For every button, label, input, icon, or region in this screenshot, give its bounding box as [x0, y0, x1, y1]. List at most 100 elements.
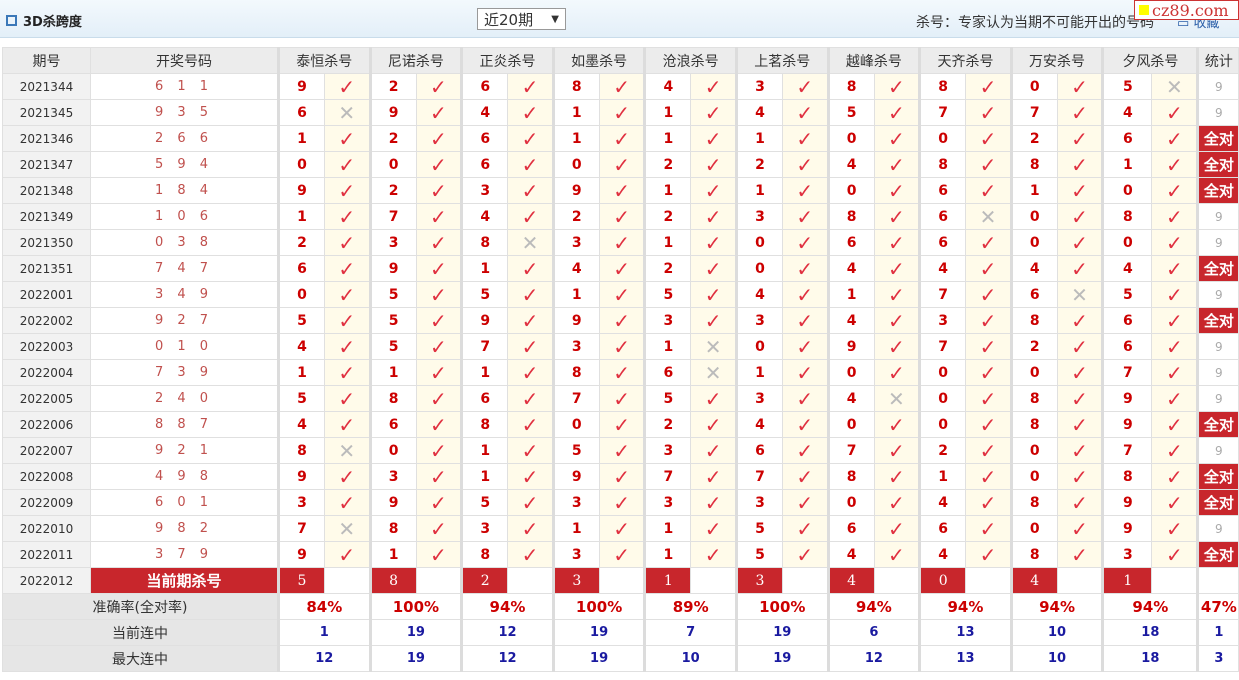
kill-number-cell: 0	[1101, 177, 1153, 204]
cross-icon: ✕	[690, 333, 737, 360]
current-label: 当前期杀号	[90, 567, 279, 594]
summary-value: 89%	[643, 593, 737, 620]
check-icon: ✓	[873, 281, 921, 308]
kill-number-cell: 6	[734, 437, 783, 464]
check-icon: ✓	[598, 125, 646, 152]
kill-number-cell: 1	[460, 255, 509, 282]
kill-number-cell: 0	[734, 333, 783, 360]
kill-number-cell: 1	[643, 515, 692, 542]
kill-number-cell: 0	[551, 411, 600, 438]
check-icon: ✓	[507, 307, 554, 334]
kill-number-cell: 1	[551, 99, 600, 126]
kill-number-cell: 5	[734, 515, 783, 542]
kill-number-cell: 3	[734, 385, 783, 412]
check-icon: ✓	[1056, 151, 1104, 178]
kill-number-cell: 3	[277, 489, 325, 516]
check-icon: ✓	[415, 151, 463, 178]
kill-number-cell: 7	[643, 463, 692, 490]
kill-number-cell: 5	[277, 385, 325, 412]
summary-value: 94%	[1101, 593, 1199, 620]
check-icon: ✓	[1151, 151, 1199, 178]
table-row: 2021344 6 1 1 9 ✓ 2 ✓ 6 ✓ 8 ✓ 4 ✓ 3 ✓ 8 ✓ 8 ✓ 0 ✓ 5 ✕ 9	[2, 73, 1239, 100]
check-icon: ✓	[1151, 463, 1199, 490]
check-icon: ✓	[324, 307, 371, 334]
check-icon: ✓	[324, 385, 371, 412]
check-icon: ✓	[781, 359, 829, 386]
summary-value: 100%	[368, 593, 463, 620]
summary-stat: 3	[1196, 645, 1239, 672]
cross-icon: ✕	[965, 203, 1012, 230]
check-icon: ✓	[598, 437, 646, 464]
check-icon: ✓	[1056, 385, 1104, 412]
kill-number-cell: 3	[643, 437, 692, 464]
kill-number-cell: 6	[460, 73, 509, 100]
kill-number-cell: 6	[368, 411, 417, 438]
check-icon: ✓	[781, 99, 829, 126]
kill-number-cell: 0	[826, 359, 875, 386]
kill-number-cell: 7	[918, 333, 967, 360]
check-icon: ✓	[781, 463, 829, 490]
kill-number-cell: 1	[277, 359, 325, 386]
kill-number-cell: 2	[1009, 125, 1058, 152]
draw-number-cell: 0 1 0	[90, 333, 279, 360]
check-icon: ✓	[598, 99, 646, 126]
check-icon: ✓	[873, 489, 921, 516]
check-icon: ✓	[1151, 437, 1199, 464]
kill-number-cell: 0	[1009, 359, 1058, 386]
kill-number-cell: 2	[643, 255, 692, 282]
stat-cell: 9	[1196, 333, 1239, 360]
period-select[interactable]: 近20期 ▼	[477, 8, 566, 30]
check-icon: ✓	[781, 411, 829, 438]
kill-number-cell: 8	[1009, 385, 1058, 412]
table-row: 2022008 4 9 8 9 ✓ 3 ✓ 1 ✓ 9 ✓ 7 ✓ 7 ✓ 8 ✓ 1 ✓ 0 ✓ 8 ✓ 全对	[2, 463, 1239, 490]
kill-number-cell: 7	[551, 385, 600, 412]
kill-number-cell: 6	[1009, 281, 1058, 308]
kill-number-cell: 3	[734, 489, 783, 516]
kill-number-cell: 8	[1101, 463, 1153, 490]
summary-value: 94%	[460, 593, 554, 620]
header-expert: 尼诺杀号	[368, 47, 463, 74]
kill-number-cell: 2	[734, 151, 783, 178]
stat-cell: 9	[1196, 229, 1239, 256]
kill-number-cell: 5	[1101, 281, 1153, 308]
current-kill-number: 5	[277, 567, 325, 594]
kill-span-table: 期号 开奖号码 泰恒杀号 尼诺杀号 正炎杀号 如墨杀号 沧浪杀号 上茗杀号 越峰杀号 天齐杀号 万安…	[2, 47, 1239, 672]
check-icon: ✓	[1056, 229, 1104, 256]
header-expert: 沧浪杀号	[643, 47, 737, 74]
table-row: 2021351 7 4 7 6 ✓ 9 ✓ 1 ✓ 4 ✓ 2 ✓ 0 ✓ 4 ✓ 4 ✓ 4 ✓ 4 ✓ 全对	[2, 255, 1239, 282]
check-icon: ✓	[507, 255, 554, 282]
cross-icon: ✕	[873, 385, 921, 412]
check-icon: ✓	[873, 307, 921, 334]
check-icon: ✓	[324, 203, 371, 230]
check-icon: ✓	[873, 229, 921, 256]
summary-value: 19	[734, 645, 829, 672]
kill-number-cell: 3	[734, 203, 783, 230]
check-icon: ✓	[1151, 203, 1199, 230]
kill-number-cell: 4	[277, 411, 325, 438]
kill-number-cell: 7	[277, 515, 325, 542]
check-icon: ✓	[415, 73, 463, 100]
check-icon: ✓	[781, 151, 829, 178]
check-icon: ✓	[690, 307, 737, 334]
stat-cell: 9	[1196, 437, 1239, 464]
kill-number-cell: 0	[918, 359, 967, 386]
kill-number-cell: 1	[277, 203, 325, 230]
draw-number-cell: 9 2 7	[90, 307, 279, 334]
draw-number-cell: 3 7 9	[90, 541, 279, 568]
kill-number-cell: 0	[551, 151, 600, 178]
period-cell: 2021346	[2, 125, 91, 152]
summary-value: 19	[368, 645, 463, 672]
check-icon: ✓	[1151, 99, 1199, 126]
kill-number-cell: 1	[551, 125, 600, 152]
check-icon: ✓	[781, 73, 829, 100]
check-icon: ✓	[690, 515, 737, 542]
check-icon: ✓	[781, 541, 829, 568]
summary-value: 10	[1009, 645, 1104, 672]
kill-number-cell: 9	[1101, 411, 1153, 438]
empty-cell	[1151, 567, 1199, 594]
check-icon: ✓	[415, 411, 463, 438]
stat-cell: 全对	[1196, 463, 1239, 490]
check-icon: ✓	[781, 229, 829, 256]
kill-number-cell: 6	[277, 99, 325, 126]
check-icon: ✓	[507, 99, 554, 126]
